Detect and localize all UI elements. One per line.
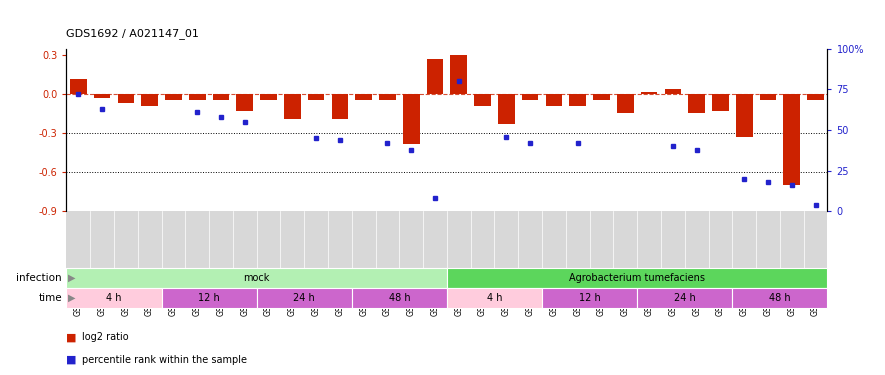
Text: 12 h: 12 h <box>579 293 601 303</box>
Text: ▶: ▶ <box>68 273 75 283</box>
Bar <box>450 55 467 94</box>
Bar <box>637 288 733 308</box>
Bar <box>569 94 586 106</box>
Text: 4 h: 4 h <box>487 293 503 303</box>
Bar <box>447 288 543 308</box>
Text: infection: infection <box>16 273 62 283</box>
Text: 24 h: 24 h <box>673 293 696 303</box>
Bar <box>641 92 658 94</box>
Bar <box>70 79 87 94</box>
Text: time: time <box>38 293 62 303</box>
Bar <box>257 288 351 308</box>
Bar <box>474 94 491 106</box>
Text: ■: ■ <box>66 333 77 342</box>
Text: log2 ratio: log2 ratio <box>82 333 129 342</box>
Text: mock: mock <box>243 273 270 283</box>
Bar <box>522 94 538 99</box>
Bar <box>189 94 205 99</box>
Bar <box>118 94 135 104</box>
Bar <box>447 268 827 288</box>
Bar <box>783 94 800 186</box>
Bar <box>807 94 824 99</box>
Bar <box>712 94 728 111</box>
Bar <box>142 94 158 106</box>
Bar <box>665 89 681 94</box>
Bar <box>165 94 181 99</box>
Bar <box>66 268 447 288</box>
Bar <box>332 94 348 119</box>
Bar <box>498 94 515 124</box>
Bar <box>356 94 372 99</box>
Text: 24 h: 24 h <box>293 293 315 303</box>
Bar <box>66 288 161 308</box>
Bar <box>94 94 111 98</box>
Bar <box>593 94 610 99</box>
Bar <box>542 288 637 308</box>
Text: percentile rank within the sample: percentile rank within the sample <box>82 355 247 365</box>
Text: Agrobacterium tumefaciens: Agrobacterium tumefaciens <box>569 273 705 283</box>
Text: GDS1692 / A021147_01: GDS1692 / A021147_01 <box>66 28 199 39</box>
Text: 12 h: 12 h <box>198 293 220 303</box>
Bar <box>427 59 443 94</box>
Text: ▶: ▶ <box>68 293 75 303</box>
Bar <box>403 94 419 144</box>
Bar <box>212 94 229 99</box>
Bar <box>733 288 827 308</box>
Bar <box>260 94 277 99</box>
Text: 48 h: 48 h <box>769 293 790 303</box>
Bar <box>617 94 634 112</box>
Bar <box>546 94 562 106</box>
Bar <box>308 94 325 99</box>
Bar <box>736 94 752 137</box>
Bar <box>379 94 396 99</box>
Bar <box>352 288 447 308</box>
Bar <box>236 94 253 111</box>
Text: ■: ■ <box>66 355 77 365</box>
Bar <box>689 94 705 112</box>
Bar <box>284 94 301 119</box>
Text: 4 h: 4 h <box>106 293 122 303</box>
Text: 48 h: 48 h <box>389 293 410 303</box>
Bar <box>759 94 776 99</box>
Bar <box>161 288 257 308</box>
